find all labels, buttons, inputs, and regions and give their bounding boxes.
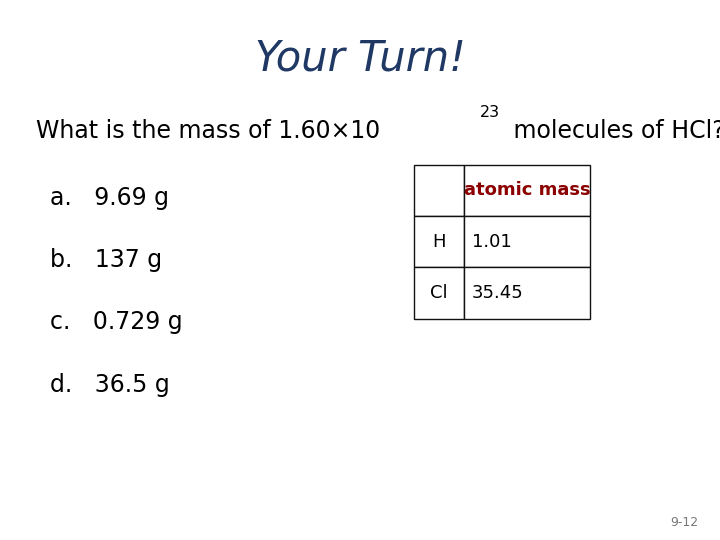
Bar: [464, 165, 590, 216]
Bar: [414, 267, 464, 319]
Bar: [464, 216, 590, 267]
Text: d.   36.5 g: d. 36.5 g: [50, 373, 170, 396]
Text: 9-12: 9-12: [670, 516, 698, 529]
Text: molecules of HCl?: molecules of HCl?: [506, 119, 720, 143]
Text: c.   0.729 g: c. 0.729 g: [50, 310, 183, 334]
Text: What is the mass of 1.60×10: What is the mass of 1.60×10: [36, 119, 380, 143]
Text: 1.01: 1.01: [472, 233, 511, 251]
Text: Cl: Cl: [431, 284, 448, 302]
Text: H: H: [433, 233, 446, 251]
Text: atomic mass: atomic mass: [464, 181, 590, 199]
Text: 35.45: 35.45: [472, 284, 523, 302]
Text: Your Turn!: Your Turn!: [255, 38, 465, 80]
Bar: [464, 267, 590, 319]
Text: b.   137 g: b. 137 g: [50, 248, 163, 272]
Bar: [414, 165, 464, 216]
Bar: [414, 216, 464, 267]
Text: 23: 23: [480, 105, 500, 120]
Text: a.   9.69 g: a. 9.69 g: [50, 186, 169, 210]
